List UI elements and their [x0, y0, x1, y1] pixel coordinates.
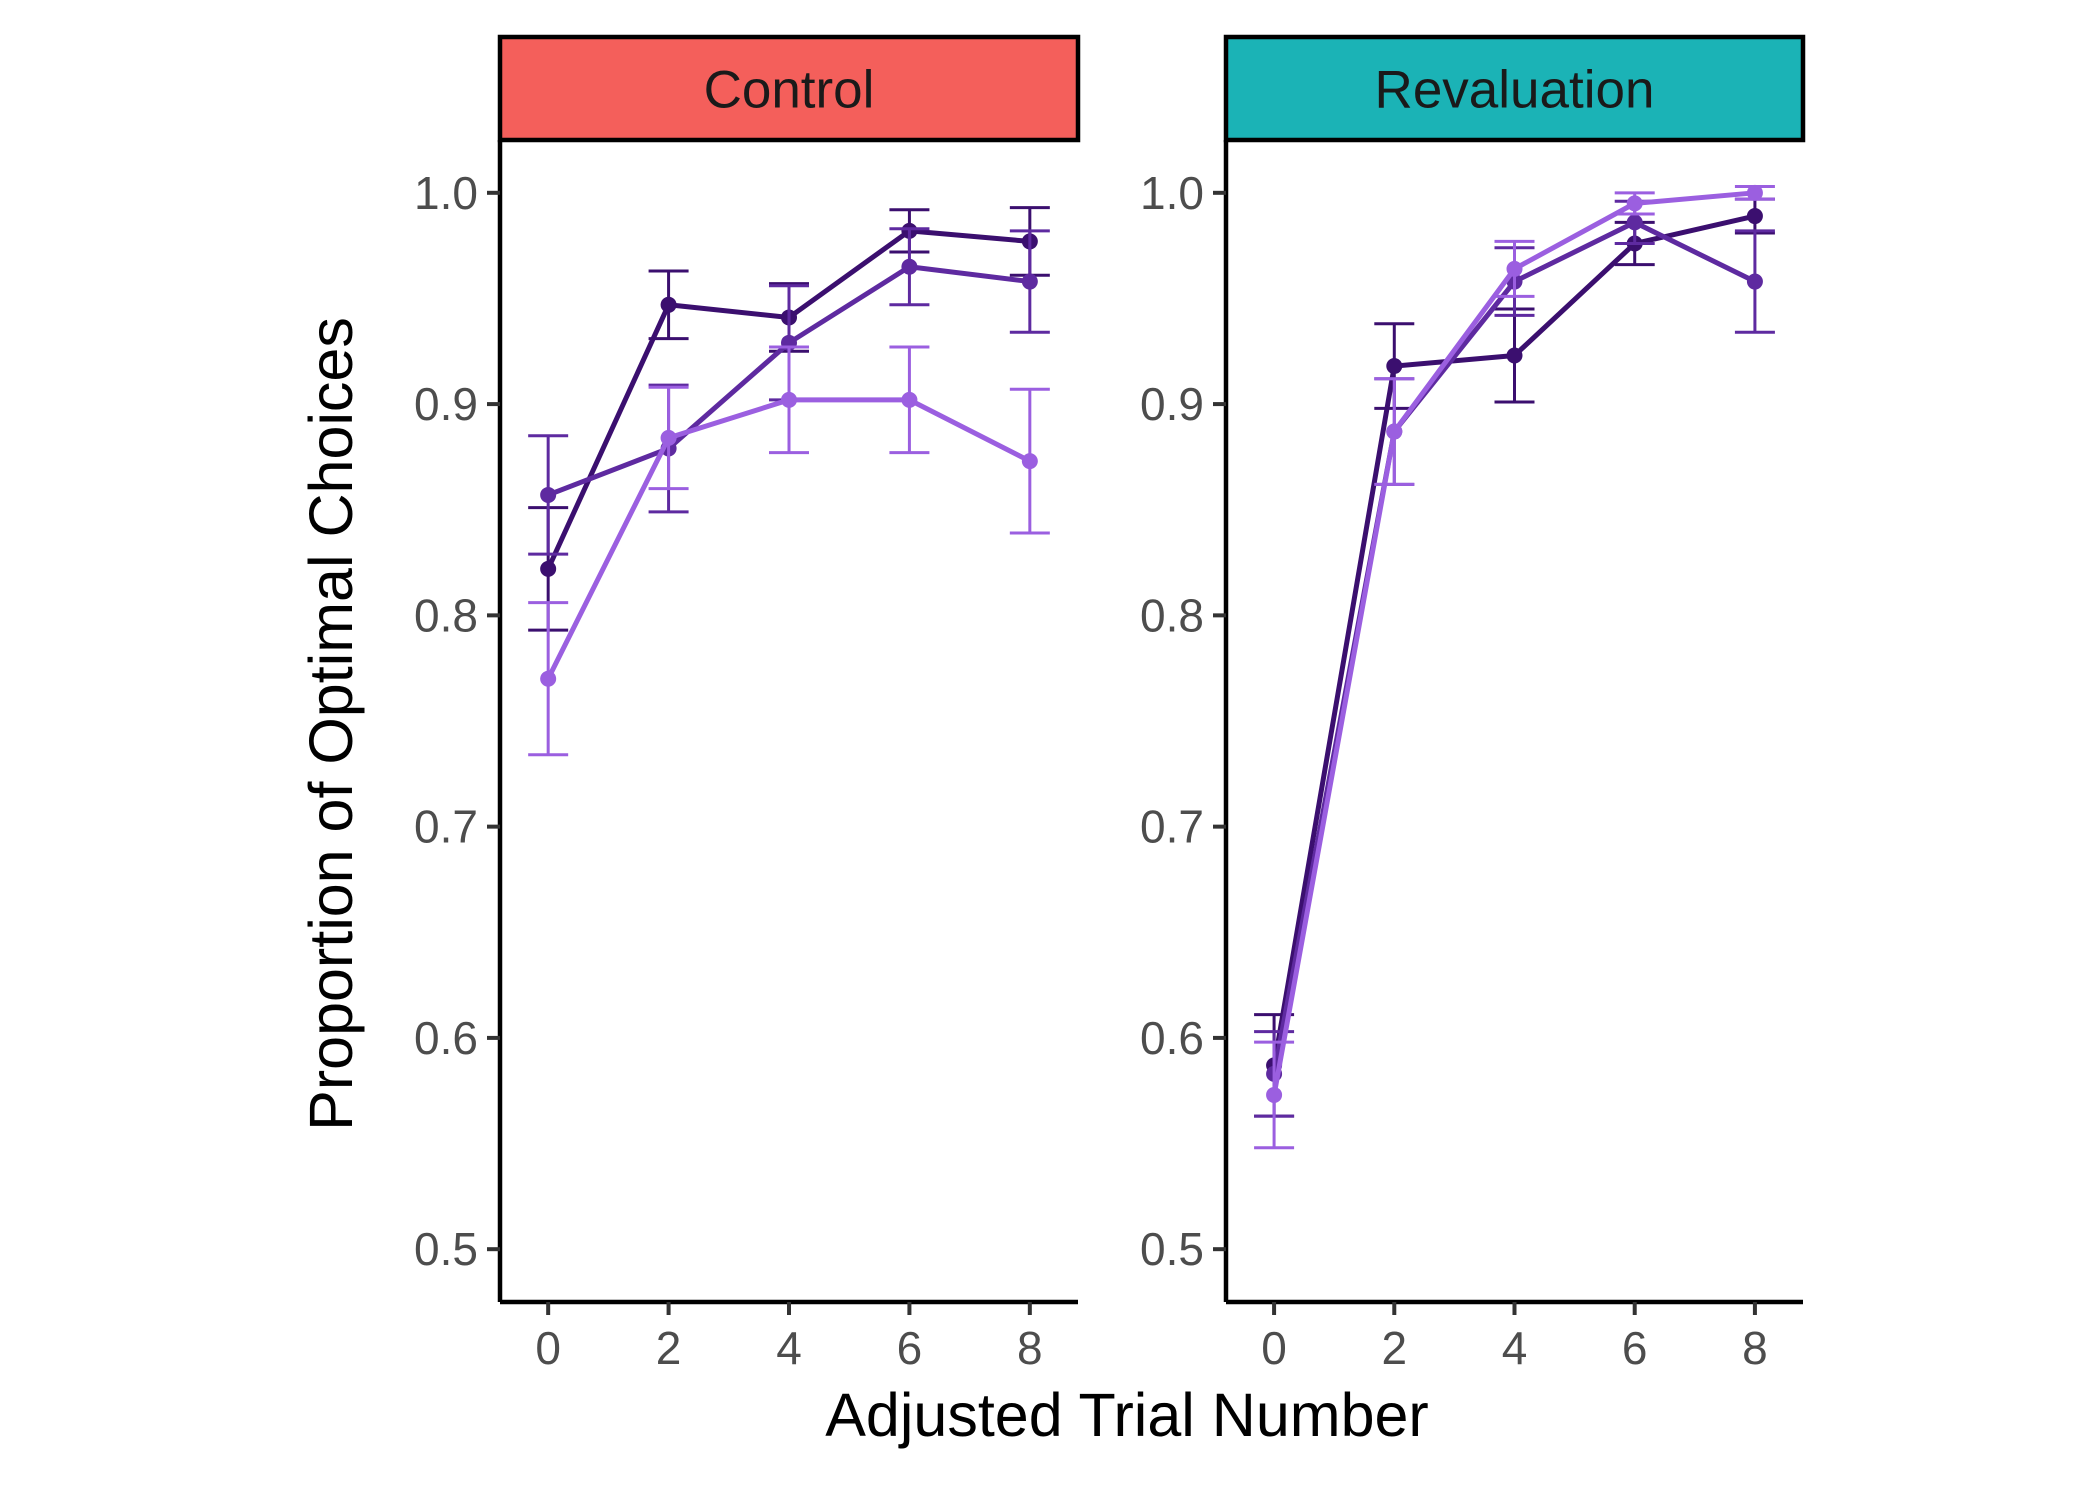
x-tick-label: 4	[1502, 1322, 1528, 1374]
x-tick-label: 6	[1622, 1322, 1648, 1374]
strip-background	[497, 34, 1081, 143]
y-tick-label: 0.5	[1140, 1223, 1204, 1275]
y-tick-label: 0.9	[1140, 378, 1204, 430]
data-point	[540, 670, 557, 687]
x-axis-title: Adjusted Trial Number	[825, 1381, 1428, 1449]
x-tick-label: 0	[535, 1322, 561, 1374]
panel-revaluation: Revaluation 0.5 0.6 0.7 0.8 0.9 1.0 0 2 4 6 8	[1140, 34, 1806, 1374]
y-tick-label: 1.0	[414, 167, 478, 219]
y-tick-label: 0.5	[414, 1223, 478, 1275]
data-point	[1746, 208, 1763, 225]
series-1	[1254, 197, 1775, 1118]
strip-label: Control	[704, 61, 875, 120]
data-point	[901, 258, 918, 275]
x-tick-label: 0	[1261, 1322, 1287, 1374]
data-point	[1266, 1086, 1283, 1103]
data-point	[901, 391, 918, 408]
data-point	[1386, 358, 1403, 375]
data-point	[1626, 214, 1643, 231]
data-point	[1506, 347, 1523, 364]
x-tick-label: 2	[1381, 1322, 1407, 1374]
strip-background	[1223, 34, 1806, 143]
data-point	[1506, 260, 1523, 277]
data-point	[1626, 195, 1643, 212]
panel-control: Control 0.5 0.6 0.7 0.8 0.9 1.0 0 2 4 6 8	[414, 34, 1081, 1374]
x-tick-label: 8	[1742, 1322, 1768, 1374]
data-point	[1021, 453, 1038, 470]
y-tick-label: 0.9	[414, 378, 478, 430]
y-tick-label: 0.8	[1140, 589, 1204, 641]
y-tick-label: 0.7	[414, 801, 478, 853]
series-3	[528, 345, 1050, 757]
data-point	[1746, 273, 1763, 290]
x-tick-label: 8	[1017, 1322, 1043, 1374]
y-tick-label: 0.7	[1140, 801, 1204, 853]
x-tick-label: 2	[656, 1322, 682, 1374]
x-tick-label: 6	[897, 1322, 923, 1374]
y-axis-title: Proportion of Optimal Choices	[297, 317, 365, 1131]
x-tick-label: 4	[776, 1322, 802, 1374]
data-point	[540, 486, 557, 503]
data-point	[781, 391, 797, 408]
data-point	[1386, 423, 1403, 440]
data-point	[1021, 273, 1038, 290]
series-3	[1254, 184, 1775, 1150]
y-tick-label: 0.8	[414, 589, 478, 641]
data-point	[660, 296, 677, 313]
y-tick-label: 0.6	[414, 1012, 478, 1064]
strip-label: Revaluation	[1375, 61, 1655, 120]
data-point	[540, 560, 557, 577]
y-tick-label: 0.6	[1140, 1012, 1204, 1064]
y-tick-label: 1.0	[1140, 167, 1204, 219]
data-point	[660, 429, 677, 446]
data-point	[1746, 184, 1763, 201]
